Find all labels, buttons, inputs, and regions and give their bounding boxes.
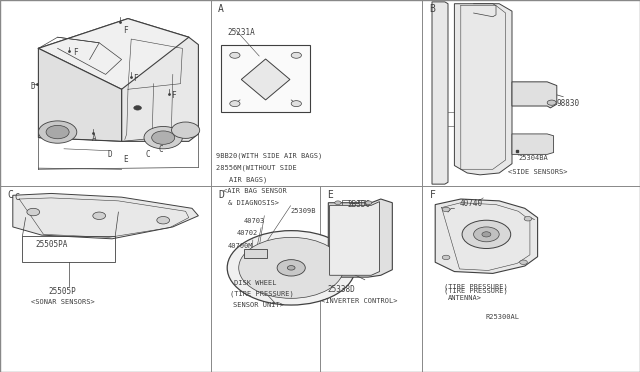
Text: (TIRE PRESSURE): (TIRE PRESSURE) — [444, 284, 508, 290]
Text: D: D — [31, 82, 35, 91]
Text: <SIDE SENSORS>: <SIDE SENSORS> — [508, 169, 567, 174]
Text: D: D — [108, 150, 112, 159]
Text: <SONAR SENSORS>: <SONAR SENSORS> — [31, 299, 95, 305]
Circle shape — [230, 101, 240, 107]
Polygon shape — [432, 2, 448, 184]
Text: C: C — [14, 193, 19, 202]
Circle shape — [524, 217, 532, 221]
Text: (TIRE PRESSURE): (TIRE PRESSURE) — [230, 291, 294, 297]
Bar — [244, 249, 267, 258]
Text: 40740: 40740 — [460, 199, 483, 208]
Text: C: C — [146, 150, 150, 159]
Polygon shape — [512, 134, 554, 154]
Circle shape — [172, 122, 200, 138]
Circle shape — [482, 232, 491, 237]
Text: 25505PA: 25505PA — [35, 240, 68, 249]
Text: E: E — [124, 155, 128, 164]
Circle shape — [291, 52, 301, 58]
Circle shape — [144, 126, 182, 149]
Circle shape — [38, 121, 77, 143]
Polygon shape — [512, 82, 557, 108]
Circle shape — [227, 231, 355, 305]
Circle shape — [442, 255, 450, 260]
Circle shape — [365, 201, 372, 205]
Polygon shape — [122, 37, 198, 141]
Text: C: C — [7, 190, 13, 201]
Polygon shape — [241, 59, 290, 100]
Circle shape — [134, 106, 141, 110]
Text: D: D — [218, 190, 224, 201]
Text: & DIAGNOSIS>: & DIAGNOSIS> — [228, 200, 279, 206]
Polygon shape — [435, 199, 538, 273]
Text: E: E — [327, 190, 333, 201]
Text: F: F — [133, 74, 138, 83]
Text: 40700M: 40700M — [227, 243, 253, 248]
Text: 98830: 98830 — [557, 99, 580, 108]
Circle shape — [157, 217, 170, 224]
Text: F: F — [429, 190, 435, 201]
Circle shape — [335, 201, 341, 205]
Text: C: C — [159, 145, 163, 154]
Polygon shape — [38, 48, 122, 141]
Text: 40703: 40703 — [243, 218, 264, 224]
Circle shape — [152, 131, 175, 144]
Circle shape — [46, 125, 69, 139]
Text: ANTENNA>: ANTENNA> — [448, 295, 482, 301]
Circle shape — [239, 237, 344, 298]
Circle shape — [93, 212, 106, 219]
Polygon shape — [454, 4, 512, 175]
Polygon shape — [13, 193, 198, 239]
Text: F: F — [74, 48, 78, 57]
Text: 25309B: 25309B — [291, 208, 316, 214]
Text: 25231A: 25231A — [228, 28, 255, 37]
Circle shape — [442, 207, 450, 212]
Polygon shape — [328, 199, 392, 277]
Circle shape — [520, 260, 527, 264]
Circle shape — [462, 220, 511, 248]
Bar — [22, 236, 115, 262]
Polygon shape — [330, 202, 380, 275]
Text: AIR BAGS): AIR BAGS) — [229, 176, 268, 183]
Text: 25505P: 25505P — [49, 287, 77, 296]
Text: 2B3D0: 2B3D0 — [348, 200, 371, 209]
Text: 40702: 40702 — [237, 230, 258, 236]
Text: A: A — [218, 4, 224, 15]
Bar — [221, 45, 310, 112]
Circle shape — [287, 266, 295, 270]
Circle shape — [547, 100, 556, 105]
Text: R25300AL: R25300AL — [485, 314, 519, 320]
Text: F: F — [172, 91, 176, 100]
Polygon shape — [38, 19, 189, 89]
Text: 25338D: 25338D — [328, 285, 355, 294]
Text: SENSOR UNIT>: SENSOR UNIT> — [233, 302, 284, 308]
Text: 25304BA: 25304BA — [518, 155, 548, 161]
Circle shape — [230, 52, 240, 58]
Text: A: A — [92, 134, 96, 143]
Text: <INVERTER CONTROL>: <INVERTER CONTROL> — [321, 298, 398, 304]
Circle shape — [27, 208, 40, 216]
Text: B: B — [429, 4, 435, 15]
Text: 9BB20(WITH SIDE AIR BAGS): 9BB20(WITH SIDE AIR BAGS) — [216, 153, 323, 159]
Circle shape — [277, 260, 305, 276]
Text: DISK WHEEL: DISK WHEEL — [234, 280, 276, 286]
Text: F: F — [124, 26, 128, 35]
Circle shape — [474, 227, 499, 242]
Circle shape — [291, 101, 301, 107]
Text: 28556M(WITHOUT SIDE: 28556M(WITHOUT SIDE — [216, 164, 297, 171]
Text: <AIR BAG SENSOR: <AIR BAG SENSOR — [223, 188, 287, 194]
Text: (TIRE PRESSURE): (TIRE PRESSURE) — [444, 287, 508, 294]
